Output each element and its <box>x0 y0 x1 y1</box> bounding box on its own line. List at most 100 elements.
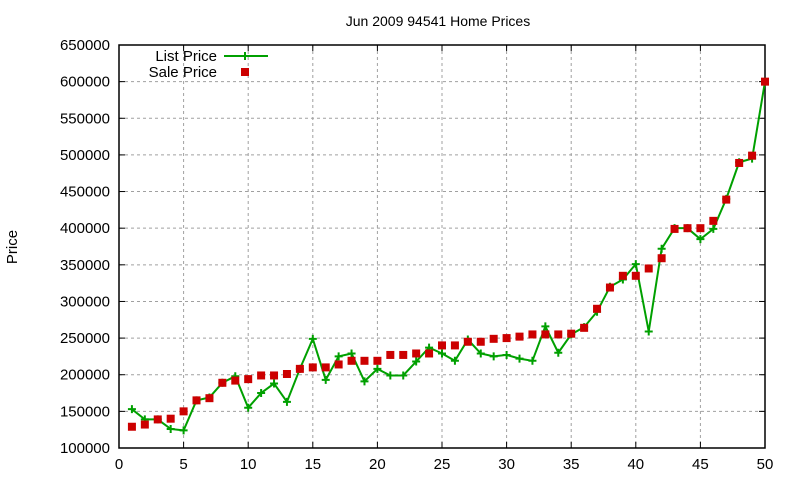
list-price-point <box>541 322 550 331</box>
legend-marker-sale-price <box>241 68 249 76</box>
sale-price-point <box>334 360 343 369</box>
list-price-point <box>450 356 459 365</box>
y-tick-label: 550000 <box>60 110 110 127</box>
list-price-point <box>502 350 511 359</box>
sale-price-point <box>489 334 498 343</box>
sale-price-point <box>140 420 149 429</box>
sale-price-point <box>412 349 421 358</box>
list-price-point <box>334 352 343 361</box>
legend-label-list-price: List Price <box>155 48 217 65</box>
sale-price-point <box>696 224 705 233</box>
list-price-point <box>360 377 369 386</box>
list-price-point <box>644 327 653 336</box>
x-tick-label: 35 <box>563 456 580 473</box>
x-tick-label: 5 <box>179 456 187 473</box>
sale-price-point <box>192 396 201 405</box>
sale-price-point <box>567 329 576 338</box>
sale-price-point <box>541 330 550 339</box>
sale-price-point <box>593 304 602 313</box>
sale-price-point <box>761 77 769 86</box>
sale-price-point <box>670 224 679 233</box>
list-price-point <box>489 352 498 361</box>
sale-price-point <box>580 323 589 332</box>
sale-price-point <box>644 264 653 273</box>
list-price-line <box>131 81 766 432</box>
sale-price-point <box>463 337 472 346</box>
list-price-point <box>515 354 524 363</box>
list-price-point <box>399 371 408 380</box>
list-price-point <box>412 357 421 366</box>
y-tick-label: 250000 <box>60 330 110 347</box>
x-tick-label: 30 <box>498 456 515 473</box>
sale-price-point <box>166 414 175 423</box>
sale-price-point <box>683 224 692 233</box>
axis-ticks: 0 5 10 15 20 25 30 35 40 45 50 100000 150000 200000 25… <box>60 37 773 473</box>
list-price-point <box>528 356 537 365</box>
list-price-point <box>282 397 291 406</box>
sale-price-point <box>270 371 279 380</box>
list-price-point <box>476 349 485 358</box>
y-axis-label: Price <box>4 230 21 264</box>
sale-price-point <box>205 394 214 403</box>
sale-price-point <box>218 378 227 387</box>
list-price-point <box>386 371 395 380</box>
sale-price-point <box>399 350 408 359</box>
x-tick-label: 25 <box>434 456 451 473</box>
sale-price-point <box>438 341 446 350</box>
list-price-point <box>657 244 666 253</box>
y-tick-label: 600000 <box>60 74 110 91</box>
list-price-point <box>554 348 563 357</box>
list-price-point <box>127 405 136 414</box>
list-price-point <box>270 379 279 388</box>
sale-price-point <box>153 415 162 424</box>
y-tick-label: 100000 <box>60 440 110 457</box>
sale-price-point <box>386 350 395 359</box>
sale-price-point <box>605 283 614 292</box>
list-price-point <box>244 403 253 412</box>
sale-price-point <box>179 407 188 416</box>
grid <box>119 45 765 448</box>
y-tick-label: 150000 <box>60 403 110 420</box>
list-price-point <box>321 375 330 384</box>
list-price-point <box>257 389 266 398</box>
list-price-point <box>308 334 317 343</box>
sale-price-point <box>618 271 627 280</box>
x-tick-label: 10 <box>240 456 257 473</box>
list-price-point <box>696 235 705 244</box>
sale-price-point <box>127 422 136 431</box>
sale-price-point <box>476 337 485 346</box>
sale-price-point <box>709 216 718 225</box>
list-price-point <box>373 364 382 373</box>
sale-price-point <box>347 356 356 365</box>
x-tick-label: 15 <box>304 456 321 473</box>
legend: List Price Sale Price <box>149 48 268 81</box>
sale-price-point <box>735 158 744 167</box>
x-tick-label: 50 <box>757 456 774 473</box>
sale-price-point <box>528 330 537 339</box>
legend-marker-list-price <box>241 52 249 60</box>
chart-title: Jun 2009 94541 Home Prices <box>346 13 530 29</box>
legend-label-sale-price: Sale Price <box>149 64 217 81</box>
sale-price-point <box>257 371 266 380</box>
y-tick-label: 350000 <box>60 257 110 274</box>
list-price-point <box>631 260 640 269</box>
list-price-point <box>438 349 446 358</box>
y-tick-label: 400000 <box>60 220 110 237</box>
y-tick-label: 500000 <box>60 147 110 164</box>
x-tick-label: 20 <box>369 456 386 473</box>
sale-price-point <box>722 195 731 204</box>
sale-price-point <box>502 334 511 343</box>
sale-price-point <box>308 363 317 372</box>
sale-price-point <box>425 349 434 358</box>
series-layer <box>127 77 769 435</box>
x-tick-label: 0 <box>115 456 123 473</box>
sale-price-point <box>450 341 459 350</box>
sale-price-point <box>373 356 382 365</box>
y-tick-label: 200000 <box>60 367 110 384</box>
sale-price-point <box>631 271 640 280</box>
y-tick-label: 650000 <box>60 37 110 54</box>
y-tick-label: 450000 <box>60 184 110 201</box>
y-tick-label: 300000 <box>60 293 110 310</box>
sale-price-point <box>244 375 253 384</box>
